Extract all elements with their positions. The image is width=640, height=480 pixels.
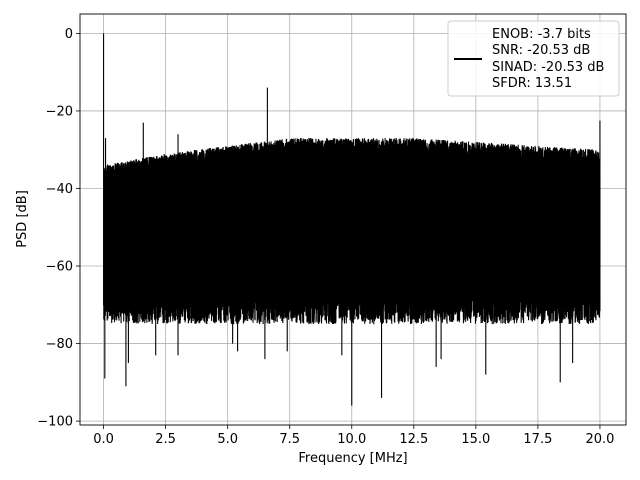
y-tick-label: −40 (46, 182, 73, 197)
legend: ENOB: -3.7 bits SNR: -20.53 dB SINAD: -2… (448, 21, 619, 96)
x-tick-label: 5.0 (217, 432, 238, 447)
legend-entry-sfdr: SFDR: 13.51 (492, 76, 572, 91)
x-tick-label: 7.5 (279, 432, 300, 447)
x-tick-label: 0.0 (93, 432, 114, 447)
x-tick-label: 20.0 (585, 432, 614, 447)
legend-entry-sinad: SINAD: -20.53 dB (492, 60, 604, 75)
legend-entry-snr: SNR: -20.53 dB (492, 43, 590, 58)
x-tick-label: 15.0 (461, 432, 490, 447)
x-axis-label: Frequency [MHz] (298, 451, 407, 466)
x-tick-label: 10.0 (337, 432, 366, 447)
y-axis-label: PSD [dB] (15, 190, 30, 248)
y-tick-label: −80 (46, 337, 73, 352)
y-tick-label: 0 (65, 27, 73, 42)
x-tick-label: 17.5 (523, 432, 552, 447)
y-tick-label: −100 (37, 415, 73, 430)
x-tick-label: 2.5 (155, 432, 176, 447)
y-tick-label: −60 (46, 260, 73, 275)
legend-entry-enob: ENOB: -3.7 bits (492, 27, 591, 42)
x-tick-label: 12.5 (399, 432, 428, 447)
y-tick-label: −20 (46, 104, 73, 119)
